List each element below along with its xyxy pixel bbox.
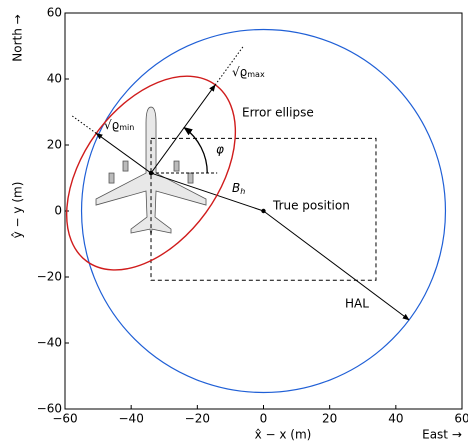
estimate-label: Bh: [232, 181, 245, 196]
x-tick-label: −40: [119, 412, 144, 426]
minor-axis-extension: [71, 115, 96, 133]
y-tick-label: 0: [54, 204, 62, 218]
y-tick-label: 40: [47, 72, 62, 86]
hal-label: HAL: [345, 297, 369, 311]
x-tick-label: 0: [260, 412, 268, 426]
x-tick-label: −20: [185, 412, 210, 426]
angle-label: φ: [216, 143, 224, 157]
y-tick-label: −60: [37, 402, 62, 416]
ellipse-label: Error ellipse: [242, 106, 314, 120]
x-tick-label: 40: [388, 412, 403, 426]
east-label: East →: [422, 428, 462, 442]
estimated-position: [149, 171, 153, 175]
y-tick-label: −20: [37, 270, 62, 284]
true-position: [261, 209, 265, 213]
y-tick-label: 60: [47, 6, 62, 20]
angle-arc: [184, 128, 207, 174]
minor-label-sub: min: [119, 123, 134, 132]
major-label-base: √ϱ: [232, 65, 247, 79]
true-position-label: True position: [272, 199, 350, 213]
major-label-sub: max: [247, 70, 265, 79]
y-tick-label: −40: [37, 336, 62, 350]
hal-arrow: [264, 211, 410, 320]
minor-label-base: √ϱ: [104, 118, 119, 132]
estimate-label-base: B: [232, 181, 240, 195]
x-tick-label: 60: [454, 412, 468, 426]
estimate-label-sub: h: [240, 187, 245, 196]
y-axis-label: ŷ − y (m): [11, 182, 25, 239]
north-label: North →: [11, 14, 25, 61]
y-tick-label: 20: [47, 138, 62, 152]
minor-axis-label: √ϱmin: [104, 118, 134, 132]
x-tick-label: 20: [322, 412, 337, 426]
chart: −60−40−200204060−60−40−200204060 North →…: [0, 0, 468, 444]
x-axis-label: x̂ − x (m): [255, 428, 312, 442]
major-axis-label: √ϱmax: [232, 65, 265, 79]
